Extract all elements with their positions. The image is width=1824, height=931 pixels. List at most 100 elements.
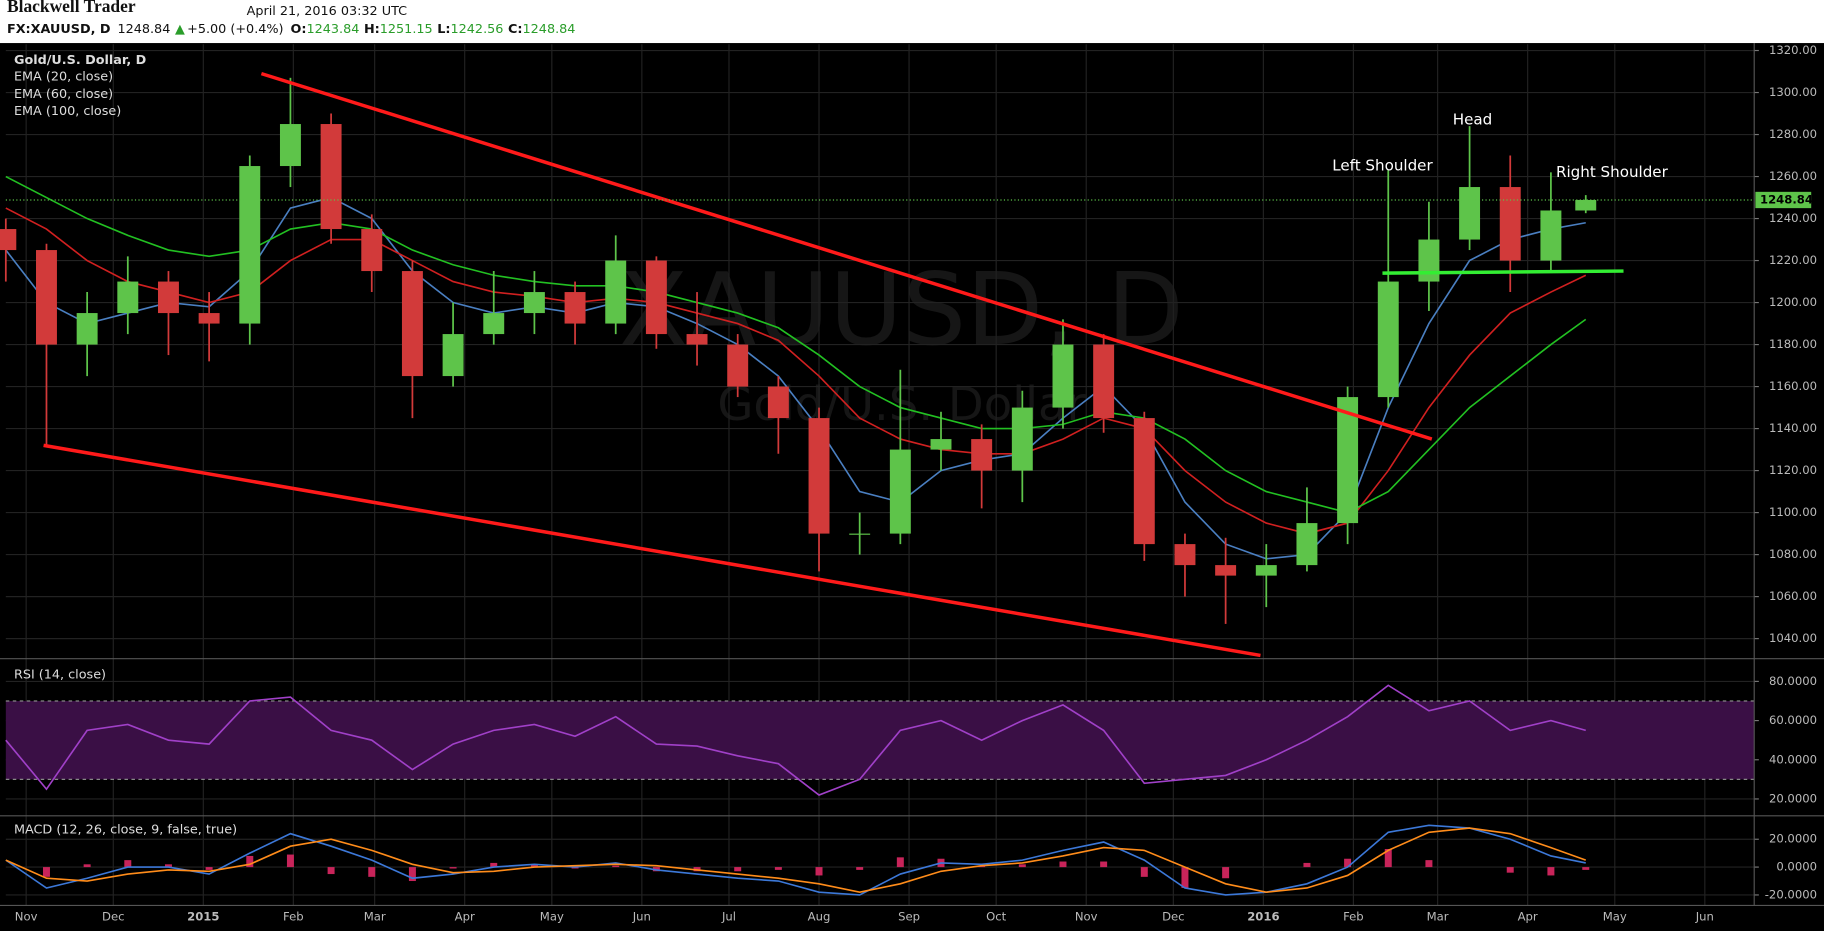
last-price-box — [1755, 191, 1812, 209]
x-tick-label: Apr — [1518, 910, 1538, 924]
y-tick-label: 1140.00 — [1769, 421, 1817, 435]
histogram-bar — [205, 867, 213, 870]
histogram-bar — [490, 862, 498, 868]
x-tick-label: Dec — [102, 910, 124, 924]
y-tick-label: -20.0000 — [1765, 887, 1817, 901]
x-tick-label: Sep — [898, 910, 920, 924]
y-tick-label: 1260.00 — [1769, 169, 1817, 183]
annotation: Right Shoulder — [1556, 163, 1669, 181]
low-label: L: — [437, 22, 450, 37]
candle-body — [76, 313, 98, 345]
candle-body — [1337, 397, 1359, 524]
annotation: Head — [1453, 110, 1493, 128]
x-tick-label: May — [540, 910, 564, 924]
main-title: Gold/U.S. Dollar, D — [14, 53, 146, 68]
candle-body — [279, 124, 301, 167]
candle-body — [442, 334, 464, 377]
candle-body — [198, 313, 220, 324]
quote-line: FX:XAUUSD, D 1248.84 ▲ +5.00 (+0.4%) O:1243.… — [7, 22, 575, 37]
candle-body — [1011, 407, 1033, 471]
candle-body — [645, 260, 667, 335]
candle-body — [1093, 344, 1115, 419]
y-tick-label: 20.0000 — [1769, 832, 1817, 846]
y-tick-label: 1320.00 — [1769, 43, 1817, 57]
candle-body — [483, 313, 505, 335]
candle-body — [1174, 544, 1196, 566]
last-price: 1248.84 — [117, 22, 170, 37]
x-tick-label: Jun — [632, 910, 651, 924]
x-tick-label: Aug — [808, 910, 831, 924]
trend-line — [1382, 269, 1624, 275]
candle-body — [401, 271, 423, 377]
y-tick-label: 1120.00 — [1769, 463, 1817, 477]
open-value: 1243.84 — [306, 22, 359, 37]
x-tick-label: May — [1603, 910, 1627, 924]
x-tick-label: 2015 — [187, 910, 219, 924]
legend-entry: EMA (60, close) — [14, 87, 113, 102]
candle-body — [1499, 187, 1521, 261]
histogram-bar — [1100, 861, 1108, 868]
close-value: 1248.84 — [523, 22, 576, 37]
symbol: FX:XAUUSD, D — [7, 22, 111, 37]
y-tick-label: 80.0000 — [1769, 674, 1817, 688]
y-tick-label: 1200.00 — [1769, 295, 1817, 309]
histogram-bar — [734, 867, 742, 872]
y-tick-label: 60.0000 — [1769, 713, 1817, 727]
y-tick-label: 1040.00 — [1769, 631, 1817, 645]
header-bar — [0, 0, 1824, 44]
candle-body — [1052, 344, 1074, 408]
histogram-bar — [124, 860, 132, 868]
series-line — [5, 824, 1586, 896]
histogram-bar — [612, 865, 620, 868]
y-tick-label: 1240.00 — [1769, 211, 1817, 225]
y-tick-label: 1220.00 — [1769, 253, 1817, 267]
histogram-bar — [856, 867, 864, 870]
series-line — [5, 207, 1587, 535]
rsi-title: RSI (14, close) — [14, 667, 106, 682]
histogram-bar — [1506, 867, 1514, 873]
candle-body — [361, 229, 383, 272]
candle-body — [971, 439, 993, 471]
candle-body — [1296, 523, 1318, 566]
histogram-bar — [1344, 858, 1352, 868]
y-tick-label: 1100.00 — [1769, 505, 1817, 519]
histogram-bar — [1547, 867, 1555, 876]
y-tick-label: 1280.00 — [1769, 127, 1817, 141]
close-label: C: — [508, 22, 522, 37]
y-tick-label: 1300.00 — [1769, 85, 1817, 99]
candle-body — [239, 166, 261, 324]
candle-body — [889, 449, 911, 534]
histogram-bar — [1222, 867, 1230, 879]
histogram-bar — [246, 855, 254, 868]
candle-body — [727, 344, 749, 387]
candle-body — [849, 533, 871, 535]
candle-body — [0, 229, 17, 251]
x-tick-label: Oct — [986, 910, 1007, 924]
trend-line — [43, 443, 1261, 658]
histogram-bar — [164, 864, 172, 868]
y-tick-label: 1060.00 — [1769, 589, 1817, 603]
candle-body — [117, 281, 139, 314]
legend-entry: EMA (100, close) — [14, 104, 121, 119]
histogram-bar — [896, 857, 904, 868]
rsi-band — [5, 700, 1755, 780]
y-tick-label: 20.0000 — [1769, 791, 1817, 805]
x-tick-label: Feb — [283, 910, 304, 924]
candle-body — [1133, 418, 1155, 545]
x-tick-label: Dec — [1162, 910, 1184, 924]
high-label: H: — [364, 22, 380, 37]
y-tick-label: 40.0000 — [1769, 752, 1817, 766]
x-tick-label: Jun — [1695, 910, 1714, 924]
x-tick-label: 2016 — [1247, 910, 1279, 924]
candle-body — [564, 292, 586, 324]
histogram-bar — [327, 867, 335, 875]
histogram-bar — [774, 867, 782, 870]
macd-title: MACD (12, 26, close, 9, false, true) — [14, 822, 237, 837]
x-tick-label: Nov — [15, 910, 38, 924]
histogram-bar — [408, 867, 416, 882]
watermark-symbol: XAUUSD, D — [619, 251, 1184, 368]
candle-body — [1418, 239, 1440, 282]
